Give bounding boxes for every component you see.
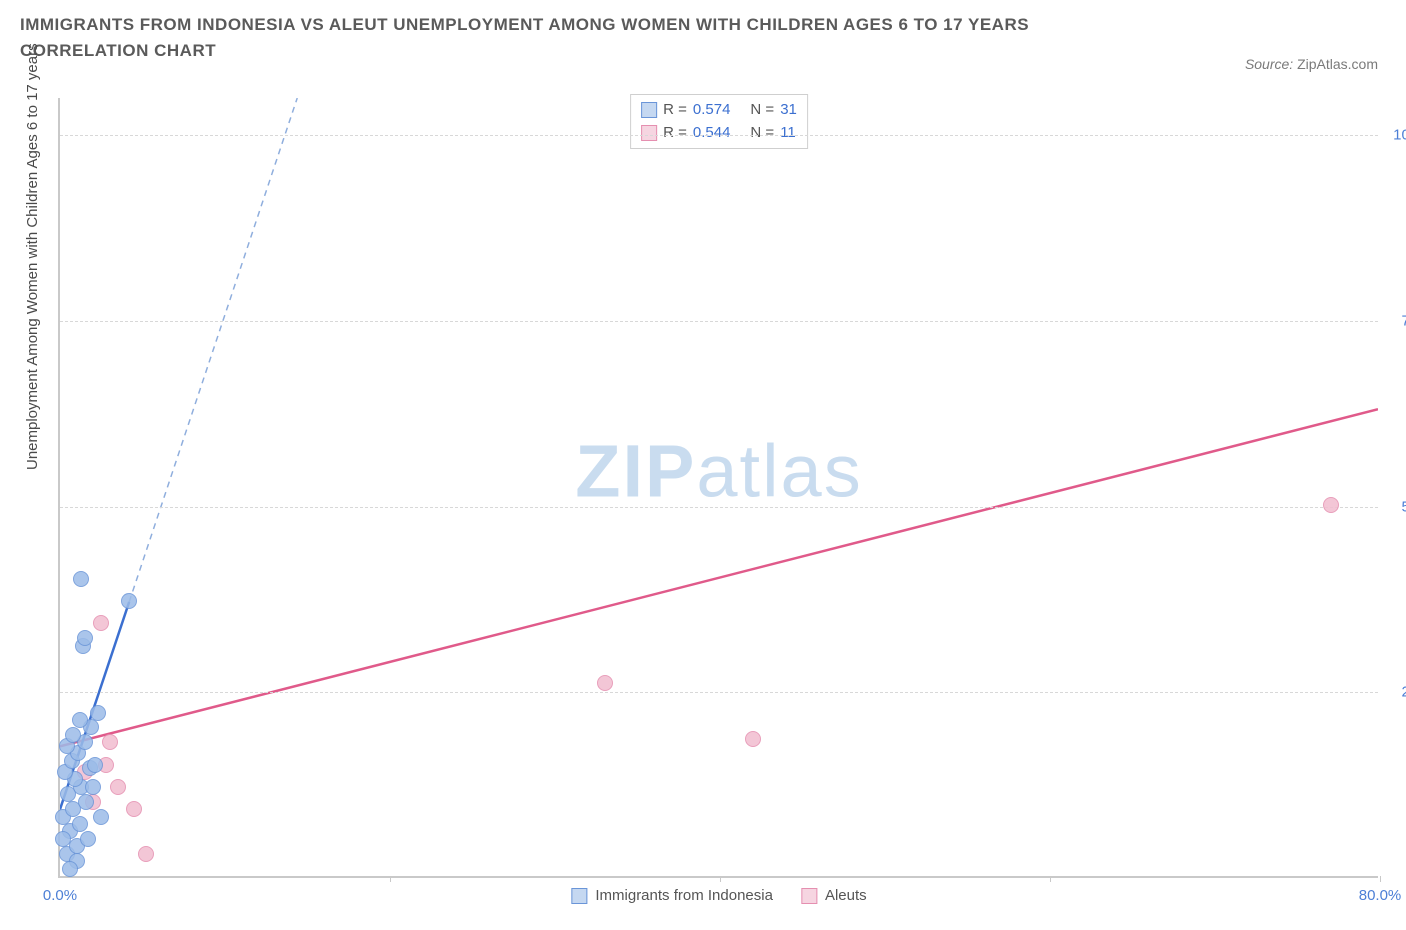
scatter-point-indonesia [90, 705, 106, 721]
chart-title: IMMIGRANTS FROM INDONESIA VS ALEUT UNEMP… [20, 12, 1120, 63]
stats-legend-row: R = 0.544 N = 11 [641, 122, 797, 145]
source-credit: Source: ZipAtlas.com [1245, 56, 1378, 72]
legend-swatch-indonesia [571, 888, 587, 904]
stat-n-value: 11 [780, 122, 796, 145]
plot-area: ZIPatlas R = 0.574 N = 31 R = 0.544 N = … [58, 98, 1378, 878]
watermark-rest: atlas [696, 430, 862, 513]
y-tick-label: 25.0% [1384, 684, 1406, 701]
grid-line [60, 321, 1378, 322]
stats-legend: R = 0.574 N = 31 R = 0.544 N = 11 [630, 94, 808, 149]
scatter-point-indonesia [73, 571, 89, 587]
legend-swatch-aleuts [641, 125, 657, 141]
y-tick-label: 75.0% [1384, 312, 1406, 329]
watermark-bold: ZIP [575, 430, 696, 513]
chart-page: IMMIGRANTS FROM INDONESIA VS ALEUT UNEMP… [0, 0, 1406, 930]
scatter-point-indonesia [87, 757, 103, 773]
legend-swatch-indonesia [641, 102, 657, 118]
stat-r-value: 0.544 [693, 122, 731, 145]
trend-lines [60, 98, 1378, 876]
scatter-point-aleuts [110, 779, 126, 795]
source-label: Source: [1245, 56, 1293, 72]
scatter-point-indonesia [65, 727, 81, 743]
scatter-point-indonesia [85, 779, 101, 795]
x-tick-label: 80.0% [1359, 887, 1402, 904]
scatter-point-indonesia [80, 831, 96, 847]
x-tick-mark [390, 876, 391, 882]
grid-line [60, 507, 1378, 508]
stat-r-label: R = [663, 99, 687, 122]
y-tick-label: 100.0% [1384, 127, 1406, 144]
x-tick-mark [720, 876, 721, 882]
scatter-point-aleuts [745, 731, 761, 747]
stat-n-label: N = [750, 122, 774, 145]
scatter-point-aleuts [138, 846, 154, 862]
legend-swatch-aleuts [801, 888, 817, 904]
scatter-point-indonesia [78, 794, 94, 810]
series-legend-item: Aleuts [801, 887, 867, 904]
series-legend-label: Aleuts [825, 887, 867, 904]
scatter-point-indonesia [77, 630, 93, 646]
series-legend: Immigrants from Indonesia Aleuts [571, 887, 866, 904]
scatter-point-indonesia [93, 809, 109, 825]
scatter-point-indonesia [72, 816, 88, 832]
x-tick-mark [1050, 876, 1051, 882]
scatter-point-aleuts [93, 615, 109, 631]
scatter-point-aleuts [1323, 497, 1339, 513]
y-axis-label: Unemployment Among Women with Children A… [24, 43, 41, 470]
source-value: ZipAtlas.com [1297, 56, 1378, 72]
scatter-point-indonesia [72, 712, 88, 728]
grid-line [60, 135, 1378, 136]
series-legend-label: Immigrants from Indonesia [595, 887, 773, 904]
scatter-point-indonesia [62, 861, 78, 877]
scatter-point-indonesia [121, 593, 137, 609]
scatter-point-indonesia [55, 831, 71, 847]
scatter-point-aleuts [597, 675, 613, 691]
scatter-point-aleuts [102, 734, 118, 750]
x-tick-mark [1380, 876, 1381, 882]
stat-r-value: 0.574 [693, 99, 731, 122]
series-legend-item: Immigrants from Indonesia [571, 887, 773, 904]
watermark: ZIPatlas [575, 429, 862, 514]
scatter-point-aleuts [126, 801, 142, 817]
stats-legend-row: R = 0.574 N = 31 [641, 99, 797, 122]
y-tick-label: 50.0% [1384, 498, 1406, 515]
stat-r-label: R = [663, 122, 687, 145]
stat-n-label: N = [750, 99, 774, 122]
stat-n-value: 31 [780, 99, 797, 122]
grid-line [60, 692, 1378, 693]
x-tick-label: 0.0% [43, 887, 77, 904]
